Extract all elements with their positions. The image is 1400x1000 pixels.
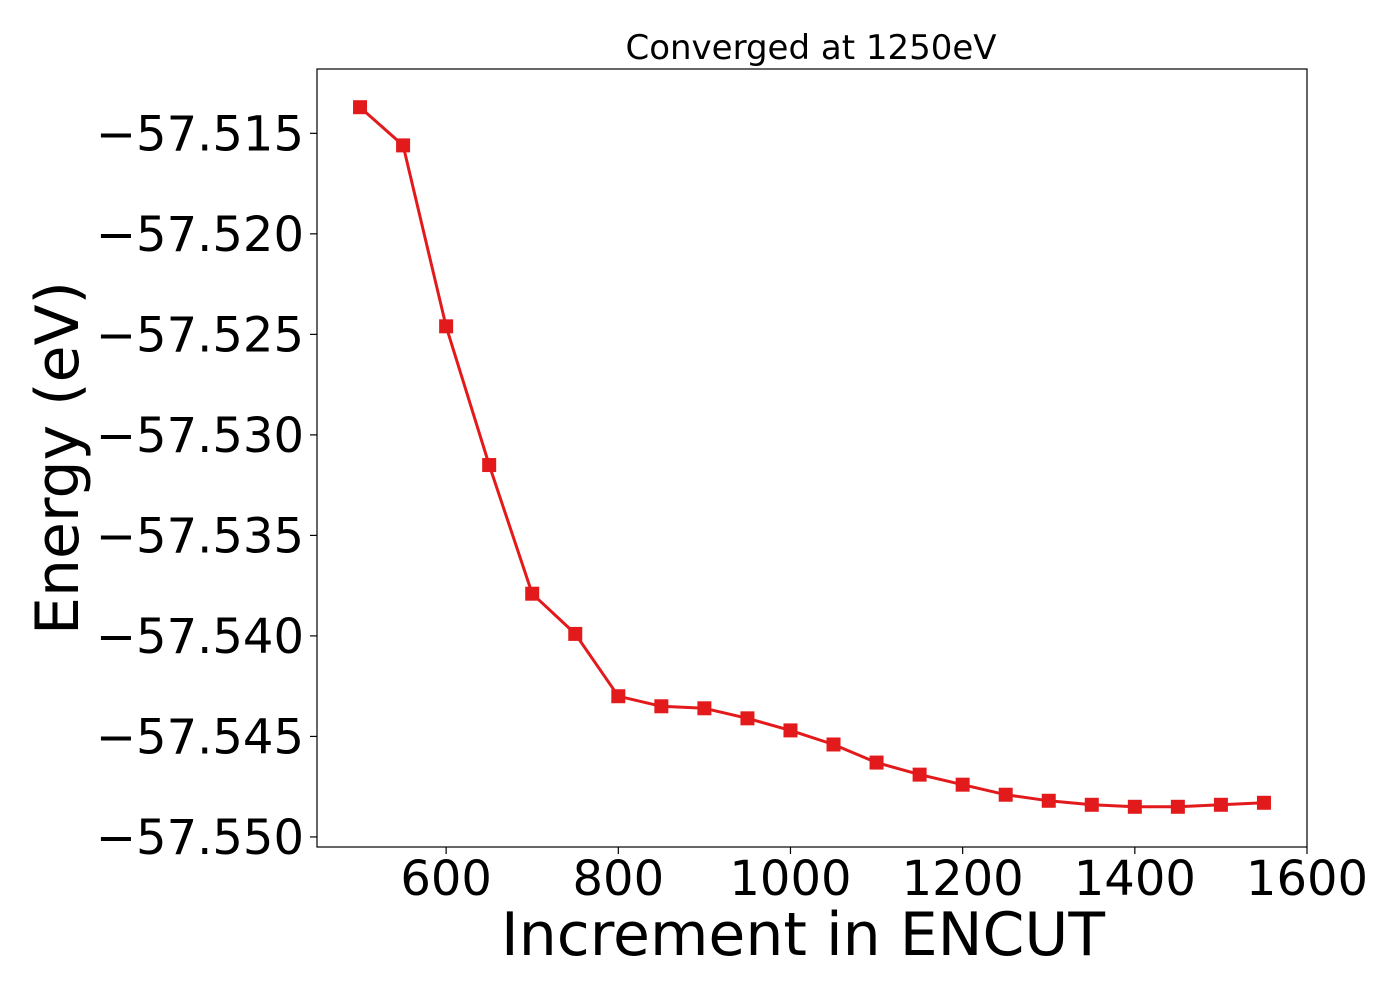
data-point-marker [740,711,755,726]
y-tick-label: −57.520 [96,207,304,263]
plot-frame [316,68,1308,848]
data-point-marker [482,458,497,473]
data-point-marker [869,755,884,770]
data-point-marker [525,586,540,601]
y-tick-label: −57.525 [96,307,304,363]
x-tick-label: 1000 [729,851,851,907]
data-point-marker [955,777,970,792]
data-point-marker [396,138,411,153]
data-point-marker [1041,793,1056,808]
series-line [359,106,1265,809]
data-point-marker [1170,799,1185,814]
y-tick-label: −57.515 [96,106,304,162]
data-point-marker [826,737,841,752]
data-point-marker [912,767,927,782]
x-tick-label: 1200 [902,851,1024,907]
data-point-marker [998,787,1013,802]
data-point-marker [568,626,583,641]
y-axis: −57.515 −57.520 −57.525 −57.530 −57.535 −57.5… [96,106,317,866]
chart-title: Converged at 1250eV [625,28,996,68]
data-point-marker [1127,799,1142,814]
data-point-marker [1256,795,1271,810]
data-point-marker [611,689,626,704]
x-tick-label: 1400 [1074,851,1196,907]
data-point-marker [697,701,712,716]
x-axis: 600 800 1000 1200 1400 1600 [400,847,1368,907]
data-point-marker [439,319,454,334]
y-tick-label: −57.550 [96,810,304,866]
x-tick-label: 600 [400,851,492,907]
data-point-marker [654,699,669,714]
data-point-marker [353,100,368,115]
data-point-marker [783,723,798,738]
x-tick-label: 800 [572,851,664,907]
y-tick-label: −57.540 [96,609,304,665]
y-tick-label: −57.545 [96,709,304,765]
data-point-marker [1084,797,1099,812]
y-axis-label: Energy (eV) [23,281,93,635]
data-point-marker [1213,797,1228,812]
series-layer [353,100,1271,814]
y-tick-label: −57.530 [96,408,304,464]
y-tick-label: −57.535 [96,508,304,564]
x-tick-label: 1600 [1246,851,1368,907]
x-axis-label: Increment in ENCUT [501,900,1105,970]
